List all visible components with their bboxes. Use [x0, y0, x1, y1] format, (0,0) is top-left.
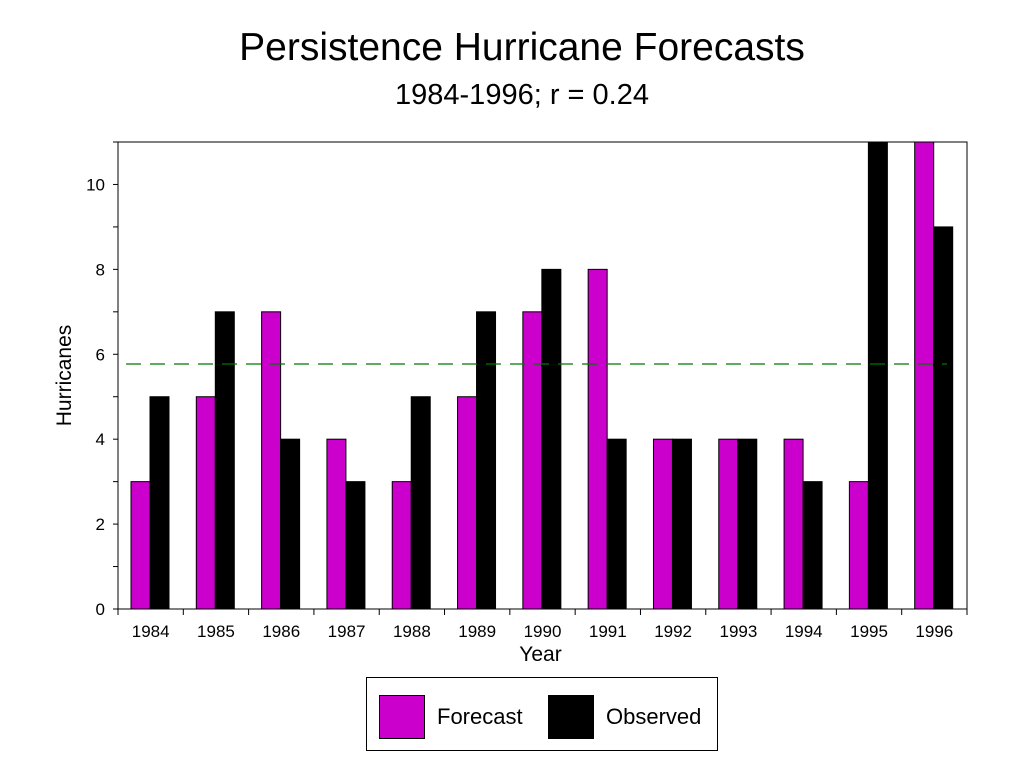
chart-subtitle: 1984-1996; r = 0.24 — [395, 79, 649, 111]
x-tick-label: 1991 — [589, 622, 627, 641]
x-tick-label: 1994 — [785, 622, 823, 641]
x-tick-label: 1987 — [328, 622, 366, 641]
bar-observed-1991 — [606, 438, 627, 610]
bar-forecast-1990 — [522, 311, 543, 610]
bar-observed-1984 — [149, 396, 170, 610]
bar-observed-1985 — [214, 311, 235, 610]
x-tick-label: 1986 — [262, 622, 300, 641]
x-axis-title: Year — [519, 643, 561, 666]
bar-observed-1988 — [410, 396, 431, 610]
y-axis-title: Hurricanes — [53, 325, 76, 427]
plot-frame — [117, 141, 968, 610]
y-tick-label: 4 — [96, 430, 105, 449]
legend: Forecast Observed — [366, 677, 718, 751]
bar-observed-1995 — [867, 141, 888, 610]
bar-observed-1986 — [280, 438, 301, 610]
bar-observed-1989 — [476, 311, 497, 610]
bar-forecast-1987 — [326, 438, 347, 610]
chart-title: Persistence Hurricane Forecasts — [239, 26, 805, 69]
bar-forecast-1985 — [195, 396, 216, 610]
y-tick-label: 10 — [86, 175, 105, 194]
y-tick-label: 6 — [96, 345, 105, 364]
x-tick-label: 1995 — [850, 622, 888, 641]
legend-label-observed: Observed — [606, 704, 702, 729]
x-tick-label: 1984 — [132, 622, 170, 641]
legend-item-observed: Observed — [548, 695, 701, 739]
bar-forecast-1993 — [718, 438, 739, 610]
y-tick-label: 8 — [96, 260, 105, 279]
legend-item-forecast: Forecast — [379, 695, 523, 739]
bar-observed-1987 — [345, 481, 366, 610]
bar-forecast-1986 — [261, 311, 282, 610]
bar-observed-1992 — [671, 438, 692, 610]
x-tick-label: 1985 — [197, 622, 235, 641]
bar-forecast-1984 — [130, 481, 151, 610]
x-tick-label: 1990 — [524, 622, 562, 641]
x-tick-label: 1992 — [654, 622, 692, 641]
legend-swatch-forecast — [379, 695, 425, 739]
bar-observed-1996 — [933, 226, 954, 610]
bar-forecast-1996 — [914, 141, 935, 610]
y-tick-label: 2 — [96, 515, 105, 534]
bar-forecast-1992 — [652, 438, 673, 610]
bar-observed-1993 — [737, 438, 758, 610]
x-tick-label: 1988 — [393, 622, 431, 641]
x-tick-label: 1989 — [458, 622, 496, 641]
legend-label-forecast: Forecast — [437, 704, 523, 729]
y-tick-label: 0 — [96, 600, 105, 619]
bar-forecast-1989 — [457, 396, 478, 610]
x-tick-label: 1993 — [720, 622, 758, 641]
bar-forecast-1994 — [783, 438, 804, 610]
bar-observed-1990 — [541, 268, 562, 610]
bar-forecast-1988 — [391, 481, 412, 610]
legend-swatch-observed — [548, 695, 594, 739]
bar-forecast-1995 — [848, 481, 869, 610]
bar-forecast-1991 — [587, 268, 608, 610]
bar-observed-1994 — [802, 481, 823, 610]
x-tick-label: 1996 — [915, 622, 953, 641]
